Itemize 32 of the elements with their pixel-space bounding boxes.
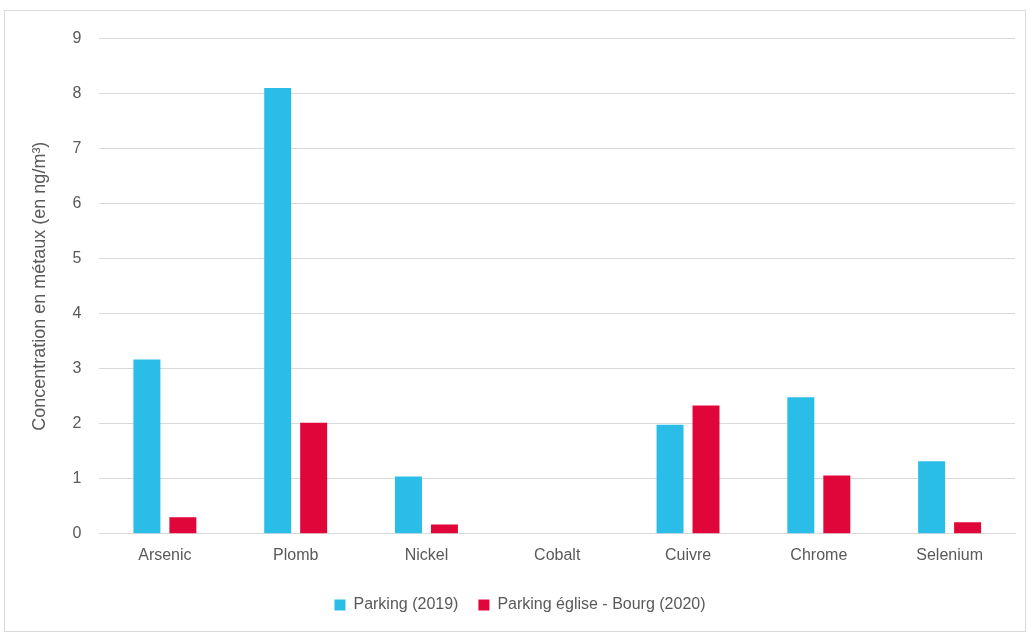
bar <box>954 522 982 534</box>
y-tick-label: 3 <box>72 359 82 377</box>
x-tick-label: Cuivre <box>664 545 712 563</box>
bar <box>264 88 292 534</box>
bar <box>692 405 720 534</box>
y-tick-label: 0 <box>72 524 82 542</box>
bar <box>918 461 946 534</box>
x-tick-label: Cobalt <box>534 545 581 563</box>
x-tick-label: Selenium <box>916 545 983 563</box>
bar <box>394 476 422 534</box>
x-tick-label: Plomb <box>273 545 319 563</box>
y-tick-label: 1 <box>72 469 82 487</box>
y-axis-title: Concentration en métaux (en ng/m³) <box>28 141 49 431</box>
bar <box>787 397 815 534</box>
y-tick-label: 5 <box>72 249 82 267</box>
legend-label: Parking (2019) <box>353 595 459 613</box>
y-tick-label: 9 <box>72 29 82 47</box>
bar <box>300 422 328 534</box>
y-tick-label: 7 <box>72 139 82 157</box>
x-tick-label: Nickel <box>404 545 449 563</box>
x-tick-label: Chrome <box>790 545 848 563</box>
bar <box>656 424 684 534</box>
y-tick-label: 6 <box>72 194 82 212</box>
y-tick-label: 2 <box>72 414 82 432</box>
bar <box>430 524 458 534</box>
bar <box>823 475 851 534</box>
y-tick-label: 8 <box>72 84 82 102</box>
legend-label: Parking église - Bourg (2020) <box>497 595 706 613</box>
bar <box>133 359 161 534</box>
y-tick-label: 4 <box>72 304 82 322</box>
bar <box>169 517 197 534</box>
x-tick-label: Arsenic <box>138 545 192 563</box>
